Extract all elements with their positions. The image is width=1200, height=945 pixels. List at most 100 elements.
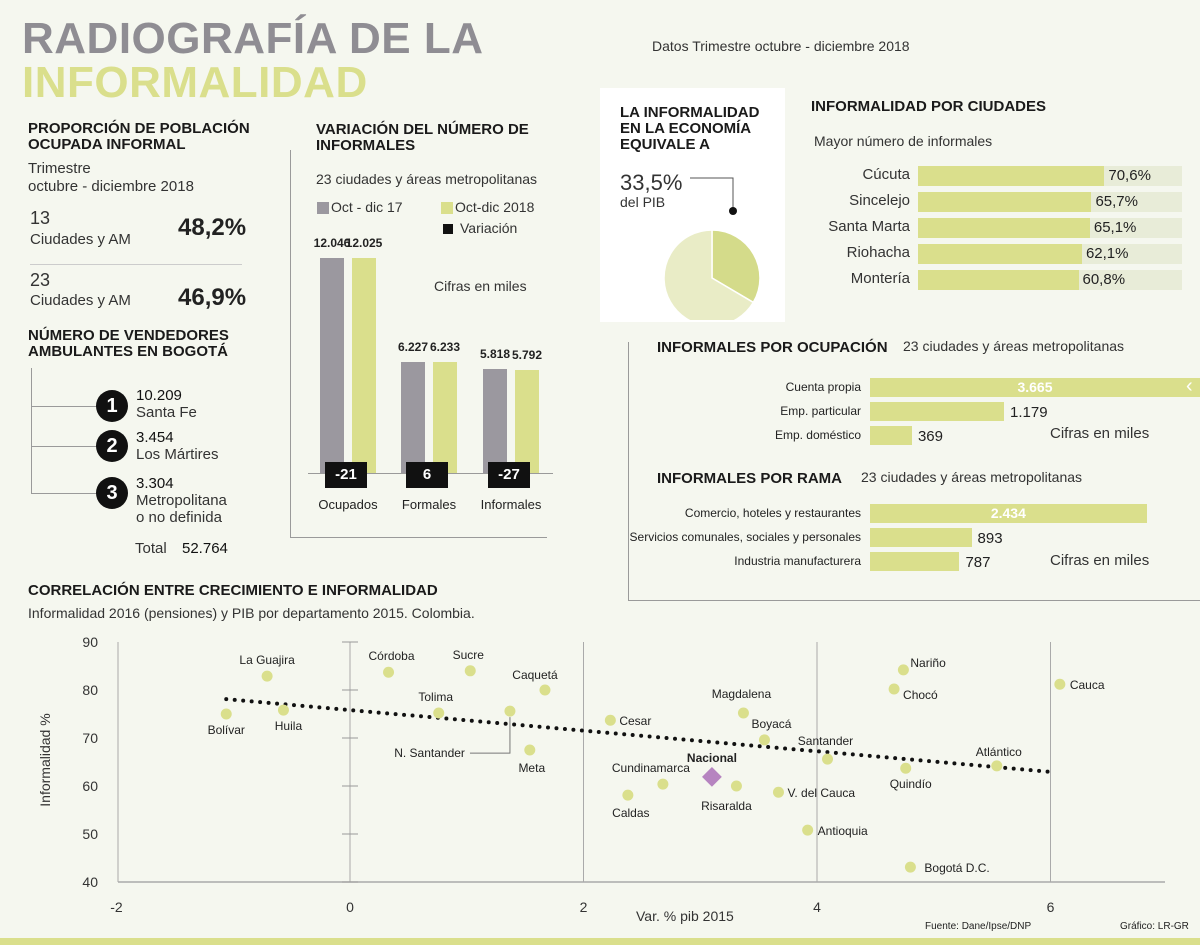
point-label: Cauca (1070, 678, 1105, 692)
stat-label: Ciudades y AM (30, 292, 131, 309)
point-label: Caquetá (512, 668, 558, 682)
x-tick-label: 4 (813, 899, 821, 915)
city-value: 62,1% (1085, 245, 1129, 262)
city-label: Cúcuta (862, 166, 910, 183)
scatter-xlabel: Var. % pib 2015 (636, 908, 734, 924)
rama-title: INFORMALES POR RAMA (657, 470, 842, 487)
credit-note: Gráfico: LR-GR (1120, 921, 1189, 932)
scatter-point (524, 744, 536, 756)
hbar-label: Cuenta propia (785, 380, 861, 394)
bar-value-label: 6.233 (429, 339, 461, 354)
bar-2018 (433, 361, 457, 473)
tree-branch (31, 446, 97, 447)
scatter-point (802, 824, 814, 836)
legend-label: Oct - dic 17 (331, 199, 403, 215)
hbar-value: 1.179 (1010, 404, 1048, 421)
scatter-ylabel: Informalidad % (37, 713, 53, 807)
scatter-point (464, 665, 476, 677)
scatter-point (433, 707, 445, 719)
bar-value-label: 12.025 (345, 236, 383, 251)
point-label: Caldas (612, 806, 649, 820)
stat-label: Ciudades y AM (30, 231, 131, 248)
hbar (870, 552, 960, 571)
pie-value-sub: del PIB (620, 194, 666, 210)
y-tick-label: 90 (82, 634, 98, 650)
section-border (290, 150, 291, 537)
point-label: Bolívar (208, 723, 245, 737)
bar-value-label: 6.227 (397, 339, 429, 354)
scatter-point (261, 670, 273, 682)
divider (30, 264, 242, 265)
scatter-point (772, 786, 784, 798)
section-border (628, 600, 1200, 601)
y-tick-label: 60 (82, 778, 98, 794)
scatter-point (991, 760, 1003, 772)
point-label: Antioquia (818, 824, 868, 838)
legend-label: Variación (460, 220, 518, 236)
section-border (628, 342, 629, 600)
vendor-value: 10.209 (136, 387, 182, 404)
rank-badge: 2 (96, 430, 128, 462)
scatter-point (822, 753, 834, 765)
pie-chart (663, 177, 761, 320)
total-label: Total (135, 540, 167, 557)
hbar-label: Emp. doméstico (774, 428, 861, 442)
rank-badge: 1 (96, 390, 128, 422)
point-label: Cesar (619, 714, 651, 728)
city-value: 70,6% (1108, 167, 1151, 184)
title-line-1: RADIOGRAFÍA DE LA (22, 14, 484, 63)
pie-value: 33,5% (620, 170, 683, 195)
bar-value-label: 12.046 (313, 236, 351, 250)
scatter-point (904, 861, 916, 873)
scatter-point (504, 705, 516, 717)
y-tick-label: 80 (82, 682, 98, 698)
scatter-point (657, 778, 669, 790)
city-bar (918, 270, 1079, 290)
nacional-marker (702, 766, 722, 787)
leader-line (469, 717, 511, 754)
city-bar (918, 166, 1105, 186)
point-label: Quindío (890, 777, 932, 791)
vendor-locality: Metropolitana (136, 492, 227, 509)
y-tick-label: 40 (82, 874, 98, 890)
city-value: 65,7% (1095, 193, 1138, 210)
units-note: Cifras en miles (434, 278, 527, 294)
hbar-value: 2.434 (990, 505, 1026, 521)
y-tick-label: 70 (82, 730, 98, 746)
point-label: La Guajira (239, 653, 295, 667)
point-label: Chocó (903, 688, 938, 702)
pie-leader-line (690, 177, 734, 210)
city-bar (918, 218, 1090, 238)
bar-2018 (352, 258, 376, 473)
vendor-value: 3.454 (136, 429, 174, 446)
stat-value: 48,2% (178, 214, 247, 241)
point-label: Cundinamarca (612, 761, 690, 775)
point-label: Nacional (687, 751, 737, 765)
hbar (870, 426, 912, 445)
vendor-locality: Santa Fe (136, 404, 197, 421)
tree-line (31, 368, 32, 494)
city-label: Riohacha (846, 244, 910, 261)
category-label: Ocupados (318, 497, 378, 512)
scatter-point (383, 666, 395, 678)
scatter-point (897, 664, 909, 676)
rama-note: Cifras en miles (1050, 552, 1150, 569)
bar-2018 (515, 369, 539, 473)
hbar-value: 369 (917, 428, 943, 445)
legend-label: Oct-dic 2018 (455, 199, 535, 215)
scatter-point (622, 789, 634, 801)
variation-badge: -27 (488, 462, 530, 488)
hbar (870, 504, 1147, 523)
category-label: Formales (401, 497, 457, 512)
x-tick-label: 2 (580, 899, 588, 915)
vendedores-title: NÚMERO DE VENDEDORES AMBULANTES EN BOGOT… (28, 327, 229, 360)
hbar-label: Emp. particular (780, 404, 861, 418)
tree-branch (31, 493, 97, 494)
legend-swatch-2018 (441, 202, 453, 214)
bar-2017 (483, 369, 507, 473)
hbar-value: 893 (977, 530, 1003, 547)
point-label: Risaralda (701, 799, 752, 813)
variation-badge: 6 (406, 462, 448, 488)
point-label: Tolima (418, 690, 453, 704)
ciudades-title: INFORMALIDAD POR CIUDADES (811, 98, 1046, 115)
